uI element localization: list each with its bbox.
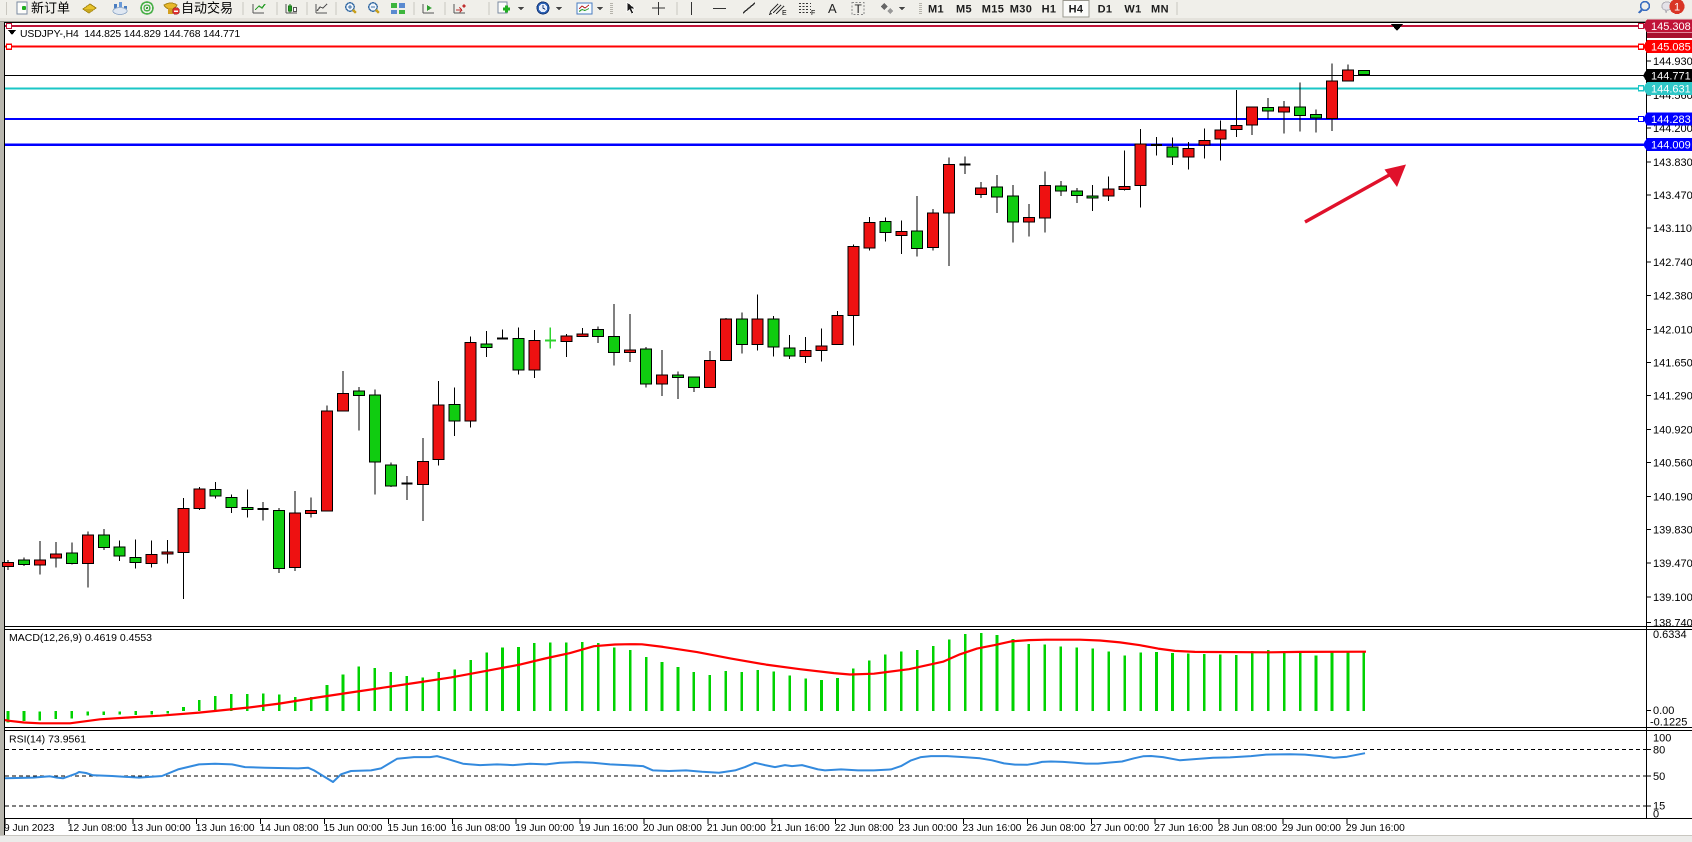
svg-text:29 Jun 00:00: 29 Jun 00:00 [1282,823,1341,834]
svg-text:22 Jun 08:00: 22 Jun 08:00 [835,823,894,834]
svg-text:14 Jun 08:00: 14 Jun 08:00 [260,823,319,834]
svg-text:141.650: 141.650 [1653,357,1692,369]
svg-text:15: 15 [1653,801,1665,813]
svg-text:140.560: 140.560 [1653,458,1692,470]
svg-text:T: T [855,2,863,16]
svg-text:142.010: 142.010 [1653,324,1692,336]
svg-text:F: F [811,10,815,17]
svg-text:M30: M30 [1010,4,1033,16]
svg-text:143.110: 143.110 [1653,223,1692,235]
svg-text:1: 1 [1674,2,1680,14]
svg-text:144.283: 144.283 [1651,114,1691,126]
svg-text:27 Jun 16:00: 27 Jun 16:00 [1154,823,1213,834]
svg-text:144.631: 144.631 [1651,83,1691,95]
svg-text:新订单: 新订单 [31,1,70,16]
svg-text:H4: H4 [1069,4,1084,16]
svg-text:139.470: 139.470 [1653,558,1692,570]
svg-text:145.308: 145.308 [1651,21,1691,33]
svg-text:自动交易: 自动交易 [181,1,233,16]
svg-text:M15: M15 [982,4,1005,16]
svg-text:138.740: 138.740 [1653,618,1692,630]
svg-text:19 Jun 16:00: 19 Jun 16:00 [579,823,638,834]
svg-text:145.085: 145.085 [1651,42,1691,54]
svg-text:0.00: 0.00 [1653,705,1674,717]
svg-text:0.6334: 0.6334 [1653,629,1687,641]
svg-text:12 Jun 08:00: 12 Jun 08:00 [68,823,127,834]
svg-text:140.190: 140.190 [1653,492,1692,504]
svg-text:USDJPY-,H4 144.825 144.829 14: USDJPY-,H4 144.825 144.829 144.768 144.7… [20,29,240,40]
svg-text:23 Jun 00:00: 23 Jun 00:00 [899,823,958,834]
svg-text:RSI(14) 73.9561: RSI(14) 73.9561 [9,734,86,746]
svg-text:142.740: 142.740 [1653,257,1692,269]
svg-text:A: A [828,1,837,16]
svg-text:140.920: 140.920 [1653,425,1692,437]
svg-text:M1: M1 [928,4,944,16]
svg-text:20 Jun 08:00: 20 Jun 08:00 [643,823,702,834]
svg-text:139.100: 139.100 [1653,592,1692,604]
svg-text:50: 50 [1653,771,1665,783]
svg-text:27 Jun 00:00: 27 Jun 00:00 [1090,823,1149,834]
svg-text:D1: D1 [1098,4,1113,16]
svg-text:MACD(12,26,9) 0.4619 0.4553: MACD(12,26,9) 0.4619 0.4553 [9,632,152,644]
svg-text:M5: M5 [956,4,972,16]
svg-text:100: 100 [1653,733,1671,745]
svg-text:19 Jun 00:00: 19 Jun 00:00 [515,823,574,834]
svg-text:-0.1225: -0.1225 [1650,717,1687,729]
svg-text:MN: MN [1151,4,1169,16]
svg-text:9 Jun 2023: 9 Jun 2023 [4,823,55,834]
svg-text:21 Jun 00:00: 21 Jun 00:00 [707,823,766,834]
svg-text:144.009: 144.009 [1651,140,1691,152]
svg-text:139.830: 139.830 [1653,525,1692,537]
svg-text:28 Jun 08:00: 28 Jun 08:00 [1218,823,1277,834]
svg-text:23 Jun 16:00: 23 Jun 16:00 [963,823,1022,834]
svg-text:143.470: 143.470 [1653,190,1692,202]
svg-text:142.380: 142.380 [1653,290,1692,302]
svg-text:0: 0 [1653,809,1659,821]
svg-text:W1: W1 [1124,4,1141,16]
svg-text:E: E [782,10,787,17]
svg-text:26 Jun 08:00: 26 Jun 08:00 [1026,823,1085,834]
svg-text:80: 80 [1653,745,1665,757]
svg-text:H1: H1 [1042,4,1057,16]
svg-text:16 Jun 08:00: 16 Jun 08:00 [451,823,510,834]
svg-text:21 Jun 16:00: 21 Jun 16:00 [771,823,830,834]
svg-text:144.930: 144.930 [1653,56,1692,68]
svg-text:144.200: 144.200 [1653,123,1692,135]
svg-text:15 Jun 00:00: 15 Jun 00:00 [324,823,383,834]
svg-text:141.290: 141.290 [1653,391,1692,403]
svg-text:13 Jun 00:00: 13 Jun 00:00 [132,823,191,834]
svg-text:144.771: 144.771 [1651,71,1691,83]
svg-text:143.830: 143.830 [1653,157,1692,169]
svg-text:13 Jun 16:00: 13 Jun 16:00 [196,823,255,834]
svg-text:29 Jun 16:00: 29 Jun 16:00 [1346,823,1405,834]
svg-text:15 Jun 16:00: 15 Jun 16:00 [387,823,446,834]
